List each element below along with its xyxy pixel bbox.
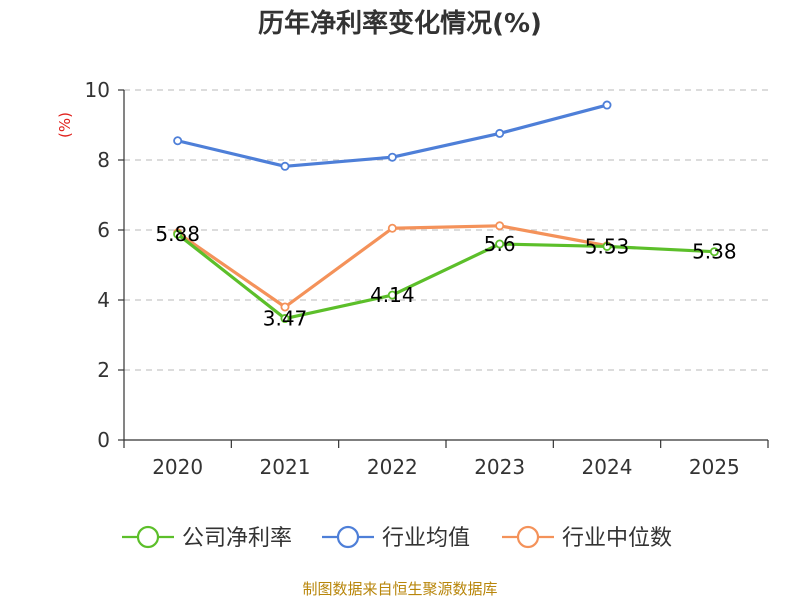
data-point-s0-2021 xyxy=(280,314,290,324)
data-point-s1-2023 xyxy=(495,128,505,138)
y-tick-label-1: 2 xyxy=(97,358,110,382)
y-axis-label: (%) xyxy=(56,112,74,138)
legend-swatch-marker-2 xyxy=(516,525,540,549)
data-label-2022: 4.14 xyxy=(370,283,415,307)
gridlines xyxy=(124,89,768,371)
chart-title: 历年净利率变化情况(%) xyxy=(258,8,542,39)
data-point-s0-2025 xyxy=(709,247,719,257)
legend-item-1: 行业均值 xyxy=(322,525,470,551)
data-point-s1-2022 xyxy=(387,152,397,162)
y-tick-label-5: 10 xyxy=(85,78,110,102)
y-tick-label-0: 0 xyxy=(97,428,110,452)
legend-item-2: 行业中位数 xyxy=(502,525,672,551)
x-tick-label-2023: 2023 xyxy=(474,455,525,479)
legend-label-2: 行业中位数 xyxy=(562,526,672,551)
legend: 公司净利率 行业均值 行业中位数 xyxy=(122,525,672,551)
x-tick-label-2025: 2025 xyxy=(689,455,740,479)
data-label-2023: 5.6 xyxy=(484,232,516,256)
axes: 0 2 4 6 8 10 2020 2021 2022 2023 2024 2025 xyxy=(85,78,769,479)
series-line-0 xyxy=(176,232,715,321)
data-point-s2-2022 xyxy=(387,223,397,233)
data-point-s1-2024 xyxy=(602,100,612,110)
data-label-2021: 3.47 xyxy=(263,307,308,331)
data-point-s2-2023 xyxy=(495,221,505,231)
data-point-s0-2023 xyxy=(495,239,505,249)
data-label-2025: 5.38 xyxy=(692,240,737,264)
data-label-2024: 5.53 xyxy=(585,234,630,258)
data-point-s2-2021 xyxy=(280,302,290,312)
data-point-s0-2020 xyxy=(173,229,183,239)
y-tick-label-3: 6 xyxy=(97,218,110,242)
y-tick-label-2: 4 xyxy=(97,288,110,312)
data-point-s0-2024 xyxy=(602,241,612,251)
data-point-s0-2022 xyxy=(387,290,397,300)
series-lines xyxy=(173,100,719,324)
x-tick-label-2020: 2020 xyxy=(152,455,203,479)
data-point-s1-2021 xyxy=(280,161,290,171)
y-tick-label-4: 8 xyxy=(97,148,110,172)
legend-label-1: 行业均值 xyxy=(382,526,470,551)
legend-swatch-marker-1 xyxy=(336,525,360,549)
legend-label-0: 公司净利率 xyxy=(182,526,292,551)
data-label-2020: 5.88 xyxy=(155,222,200,246)
legend-swatch-marker-0 xyxy=(136,525,160,549)
data-source: 制图数据来自恒生聚源数据库 xyxy=(302,580,497,598)
x-tick-label-2022: 2022 xyxy=(367,455,418,479)
legend-item-0: 公司净利率 xyxy=(122,525,292,551)
data-point-s1-2020 xyxy=(173,136,183,146)
x-tick-label-2021: 2021 xyxy=(260,455,311,479)
x-tick-label-2024: 2024 xyxy=(582,455,633,479)
data-labels: 5.88 3.47 4.14 5.6 5.53 5.38 xyxy=(155,222,736,330)
